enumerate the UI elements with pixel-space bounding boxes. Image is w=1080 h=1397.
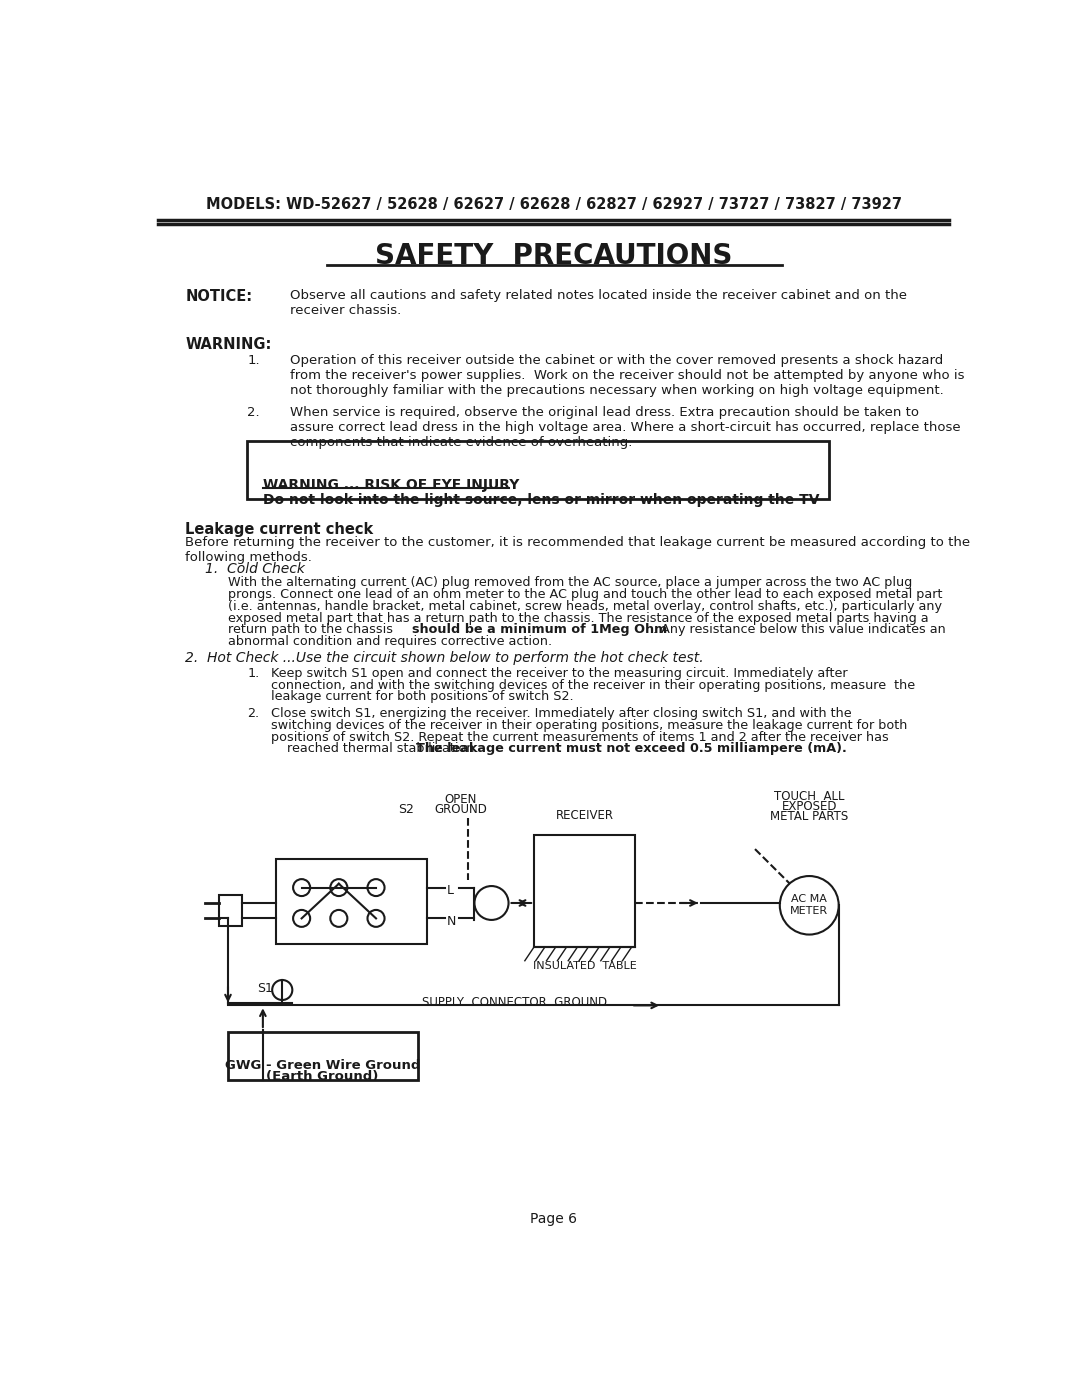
Bar bbox=[228, 1032, 418, 1080]
Text: should be a minimum of 1Meg Ohm: should be a minimum of 1Meg Ohm bbox=[411, 623, 667, 637]
Text: exposed metal part that has a return path to the chassis. The resistance of the : exposed metal part that has a return pat… bbox=[228, 612, 929, 624]
Text: S1: S1 bbox=[257, 982, 273, 995]
Text: TOUCH  ALL: TOUCH ALL bbox=[774, 789, 845, 803]
Circle shape bbox=[367, 909, 384, 926]
Text: MODELS: WD-52627 / 52628 / 62627 / 62628 / 62827 / 62927 / 73727 / 73827 / 73927: MODELS: WD-52627 / 52628 / 62627 / 62628… bbox=[205, 197, 902, 212]
Bar bbox=[247, 441, 828, 499]
Text: . Any resistance below this value indicates an: . Any resistance below this value indica… bbox=[652, 623, 945, 637]
Circle shape bbox=[474, 886, 509, 921]
Text: S2: S2 bbox=[399, 803, 415, 816]
Text: WARNING:: WARNING: bbox=[186, 337, 272, 352]
Text: INSULATED  TABLE: INSULATED TABLE bbox=[532, 961, 636, 971]
Text: leakage current for both positions of switch S2.: leakage current for both positions of sw… bbox=[271, 690, 573, 704]
Text: 1.  Cold Check: 1. Cold Check bbox=[205, 562, 305, 576]
Text: Page 6: Page 6 bbox=[530, 1211, 577, 1225]
Text: GROUND: GROUND bbox=[434, 803, 487, 816]
Text: OPEN: OPEN bbox=[444, 793, 476, 806]
Text: SAFETY  PRECAUTIONS: SAFETY PRECAUTIONS bbox=[375, 242, 732, 270]
Text: positions of switch S2. Repeat the current measurements of items 1 and 2 after t: positions of switch S2. Repeat the curre… bbox=[271, 731, 889, 743]
Text: 1.: 1. bbox=[247, 353, 260, 367]
Text: switching devices of the receiver in their operating positions, measure the leak: switching devices of the receiver in the… bbox=[271, 718, 907, 732]
Text: Keep switch S1 open and connect the receiver to the measuring circuit. Immediate: Keep switch S1 open and connect the rece… bbox=[271, 666, 847, 679]
Text: Operation of this receiver outside the cabinet or with the cover removed present: Operation of this receiver outside the c… bbox=[291, 353, 964, 397]
Text: The leakage current must not exceed 0.5 milliampere (mA).: The leakage current must not exceed 0.5 … bbox=[416, 742, 847, 756]
Text: 2.  Hot Check ...Use the circuit shown below to perform the hot check test.: 2. Hot Check ...Use the circuit shown be… bbox=[186, 651, 704, 665]
Text: SUPPLY  CONNECTOR  GROUND: SUPPLY CONNECTOR GROUND bbox=[422, 996, 607, 1009]
Circle shape bbox=[780, 876, 839, 935]
Circle shape bbox=[293, 879, 310, 895]
Text: EXPOSED: EXPOSED bbox=[782, 800, 837, 813]
Text: Close switch S1, energizing the receiver. Immediately after closing switch S1, a: Close switch S1, energizing the receiver… bbox=[271, 707, 851, 719]
Text: L: L bbox=[446, 884, 454, 897]
Text: Do not look into the light source, lens or mirror when operating the TV: Do not look into the light source, lens … bbox=[262, 493, 820, 507]
Text: (Earth Ground): (Earth Ground) bbox=[267, 1070, 379, 1083]
Text: NOTICE:: NOTICE: bbox=[186, 289, 253, 305]
Text: GWG - Green Wire Ground: GWG - Green Wire Ground bbox=[225, 1059, 420, 1071]
Text: N: N bbox=[446, 915, 456, 928]
Text: return path to the chassis: return path to the chassis bbox=[228, 623, 397, 637]
Text: AC MA: AC MA bbox=[792, 894, 827, 904]
Text: WARNING ... RISK OF EYE INJURY: WARNING ... RISK OF EYE INJURY bbox=[262, 478, 519, 492]
Text: METER: METER bbox=[791, 907, 828, 916]
Text: Observe all cautions and safety related notes located inside the receiver cabine: Observe all cautions and safety related … bbox=[291, 289, 907, 317]
Circle shape bbox=[367, 879, 384, 895]
Text: connection, and with the switching devices of the receiver in their operating po: connection, and with the switching devic… bbox=[271, 679, 915, 692]
Text: 2.: 2. bbox=[247, 707, 259, 719]
Text: 2.: 2. bbox=[247, 407, 260, 419]
Bar bbox=[276, 859, 428, 944]
Circle shape bbox=[330, 879, 348, 895]
Text: RECEIVER: RECEIVER bbox=[555, 809, 613, 821]
Bar bbox=[535, 835, 635, 947]
Text: reached thermal stabilization.: reached thermal stabilization. bbox=[271, 742, 483, 756]
Bar bbox=[218, 895, 242, 926]
Text: 1.: 1. bbox=[247, 666, 259, 679]
Text: Leakage current check: Leakage current check bbox=[186, 522, 374, 536]
Text: METAL PARTS: METAL PARTS bbox=[770, 810, 849, 823]
Text: (i.e. antennas, handle bracket, metal cabinet, screw heads, metal overlay, contr: (i.e. antennas, handle bracket, metal ca… bbox=[228, 599, 942, 613]
Text: When service is required, observe the original lead dress. Extra precaution shou: When service is required, observe the or… bbox=[291, 407, 960, 450]
Circle shape bbox=[293, 909, 310, 926]
Text: prongs. Connect one lead of an ohm meter to the AC plug and touch the other lead: prongs. Connect one lead of an ohm meter… bbox=[228, 588, 943, 601]
Text: abnormal condition and requires corrective action.: abnormal condition and requires correcti… bbox=[228, 636, 552, 648]
Circle shape bbox=[272, 979, 293, 1000]
Circle shape bbox=[330, 909, 348, 926]
Text: With the alternating current (AC) plug removed from the AC source, place a jumpe: With the alternating current (AC) plug r… bbox=[228, 576, 913, 588]
Text: Before returning the receiver to the customer, it is recommended that leakage cu: Before returning the receiver to the cus… bbox=[186, 535, 971, 564]
